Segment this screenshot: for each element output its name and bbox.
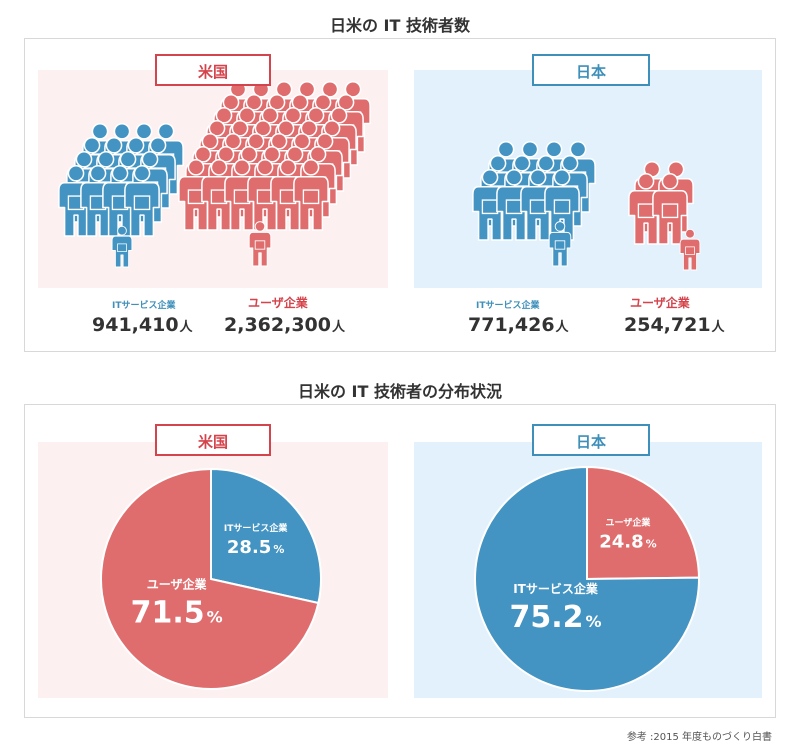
us-user-child <box>248 221 272 267</box>
us-it-unit: 人 <box>179 320 193 335</box>
jp-user-unit: 人 <box>711 320 725 335</box>
pie-1-slice-1 <box>474 465 700 692</box>
jp-it-label: ITサービス企業 <box>476 301 540 311</box>
us-it-count-value: 941,410 <box>92 314 179 336</box>
jp-it-count: 771,426人 <box>468 314 569 336</box>
jp-pie-tag: 日本 <box>532 424 650 456</box>
pie-1-label-1: ITサービス企業 <box>513 581 599 596</box>
us-user-label: ユーザ企業 <box>248 296 308 310</box>
pie-1-value-0: 24.8% <box>599 532 656 553</box>
jp-user-label: ユーザ企業 <box>630 296 690 310</box>
jp-tag: 日本 <box>532 54 650 86</box>
us-it-count: 941,410人 <box>92 314 193 336</box>
jp-user-count-value: 254,721 <box>624 314 711 336</box>
jp-user-count: 254,721人 <box>624 314 725 336</box>
us-user-count: 2,362,300人 <box>224 314 345 336</box>
top-title: 日米の IT 技術者数 <box>329 16 470 35</box>
pie-1-label-0: ユーザ企業 <box>606 517 652 529</box>
us-user-unit: 人 <box>331 320 345 335</box>
us-people-panel <box>38 70 388 288</box>
us-user-person-6-5 <box>293 158 329 231</box>
us-pie-tag: 米国 <box>155 424 271 456</box>
us-people-illustration <box>58 80 371 268</box>
jp-it-person-2-3 <box>544 168 580 241</box>
pie-0-value-0: 28.5% <box>227 537 284 558</box>
us-it-child <box>111 225 133 268</box>
us-tag: 米国 <box>155 54 271 86</box>
pie-0-label-0: ITサービス企業 <box>224 522 288 534</box>
jp-user-person-1-1 <box>652 172 688 245</box>
jp-it-count-value: 771,426 <box>468 314 555 336</box>
pie-0-label-1: ユーザ企業 <box>147 577 208 592</box>
us-it-person-3-3 <box>124 164 160 237</box>
jp-people-panel <box>414 70 762 288</box>
pie-0-slice-1 <box>100 467 320 690</box>
jp-user-child <box>679 228 701 271</box>
bottom-title: 日米の IT 技術者の分布状況 <box>297 382 502 401</box>
source-note: 参考 :2015 年度ものづくり白書 <box>626 732 772 743</box>
pie-0-slice-0 <box>210 467 322 605</box>
jp-people-illustration <box>472 140 701 271</box>
jp-it-unit: 人 <box>555 320 569 335</box>
jp-it-child <box>548 221 572 267</box>
pie-1-slice-0 <box>586 465 701 581</box>
us-it-label: ITサービス企業 <box>112 301 176 311</box>
us-user-count-value: 2,362,300 <box>224 314 331 336</box>
